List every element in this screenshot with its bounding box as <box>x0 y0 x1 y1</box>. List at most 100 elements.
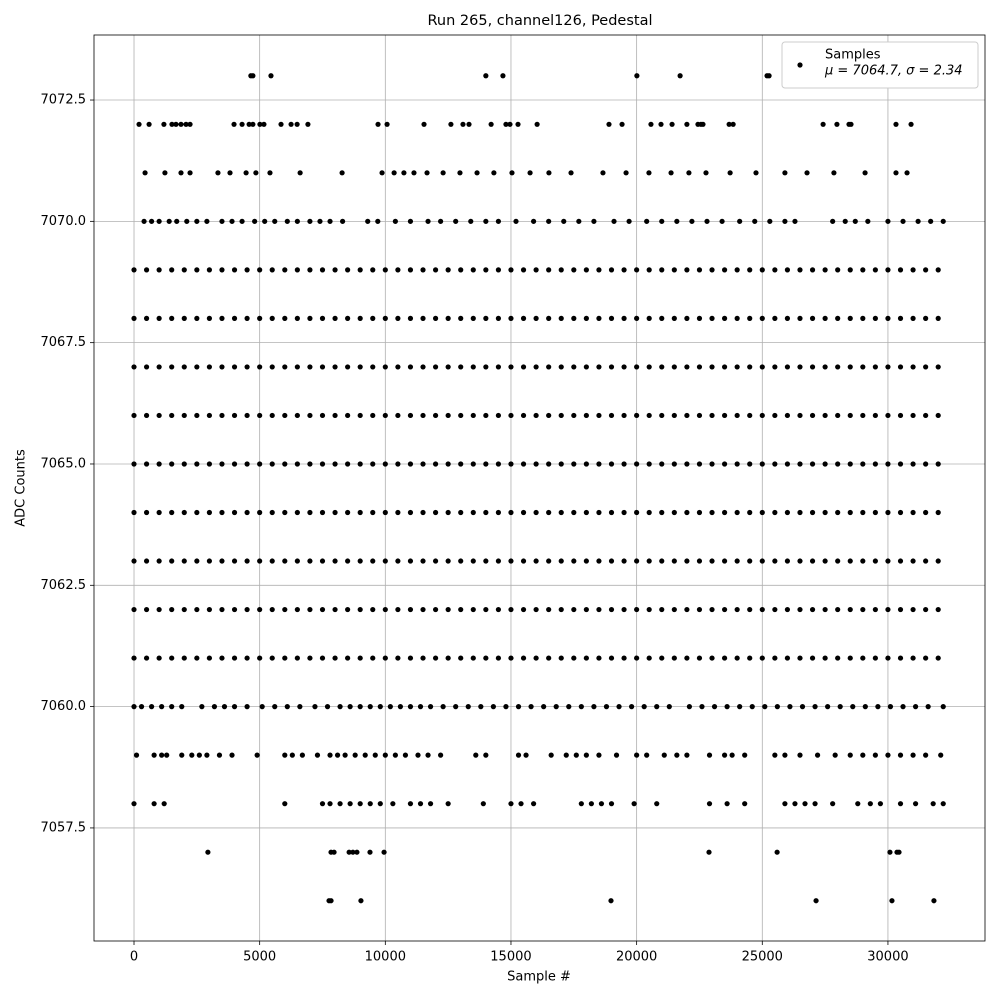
point <box>835 267 841 273</box>
point <box>523 752 529 758</box>
point <box>460 121 466 127</box>
point <box>194 315 200 321</box>
point <box>327 752 333 758</box>
point <box>872 655 878 661</box>
point <box>231 461 238 467</box>
point <box>686 704 693 710</box>
point <box>166 218 172 224</box>
point <box>432 412 439 419</box>
point <box>872 509 878 516</box>
point <box>634 509 640 516</box>
point <box>809 412 816 419</box>
point <box>759 364 765 370</box>
point <box>847 509 853 516</box>
point <box>216 752 223 758</box>
point <box>432 558 439 564</box>
point <box>458 267 464 273</box>
point <box>747 461 753 467</box>
point <box>634 73 640 79</box>
point <box>734 267 740 273</box>
point <box>337 801 343 807</box>
point <box>603 704 610 710</box>
point <box>621 606 627 613</box>
point <box>659 364 665 370</box>
point <box>169 412 175 419</box>
point <box>626 218 632 224</box>
point <box>571 606 577 613</box>
point <box>181 267 187 273</box>
point <box>159 704 165 710</box>
point <box>699 704 705 710</box>
point <box>282 461 288 467</box>
point <box>684 315 690 321</box>
point <box>719 218 725 224</box>
point <box>508 801 514 807</box>
point <box>508 606 514 613</box>
point <box>362 752 368 758</box>
point <box>407 461 414 467</box>
point <box>515 752 522 758</box>
point <box>546 170 552 176</box>
point <box>709 558 715 564</box>
point <box>495 509 502 516</box>
point <box>809 461 816 467</box>
point <box>156 218 162 224</box>
point <box>759 655 765 661</box>
point <box>229 752 235 758</box>
point <box>696 655 703 661</box>
point <box>835 461 841 467</box>
point <box>583 558 589 564</box>
point <box>659 412 665 419</box>
point <box>345 267 351 273</box>
point <box>307 606 313 613</box>
point <box>797 655 803 661</box>
point <box>797 315 803 321</box>
point <box>319 364 326 370</box>
point <box>533 267 539 273</box>
x-tick-label: 20000 <box>616 950 657 965</box>
point <box>893 170 899 176</box>
point <box>646 315 652 321</box>
point <box>513 218 519 224</box>
point <box>149 704 155 710</box>
point <box>397 704 403 710</box>
point <box>737 218 743 224</box>
point <box>862 704 868 710</box>
point <box>382 606 388 613</box>
point <box>299 752 305 758</box>
point <box>578 801 584 807</box>
point <box>774 704 780 710</box>
point <box>897 509 904 516</box>
point <box>432 315 439 321</box>
point <box>784 509 791 516</box>
point <box>772 364 778 370</box>
point <box>478 704 484 710</box>
point <box>174 218 180 224</box>
point <box>834 121 840 127</box>
point <box>382 412 388 419</box>
point <box>395 315 401 321</box>
point <box>282 364 288 370</box>
point <box>488 121 494 127</box>
point <box>257 364 263 370</box>
point <box>278 121 284 127</box>
point <box>558 655 564 661</box>
point <box>179 752 185 758</box>
point <box>621 461 627 467</box>
point <box>709 315 715 321</box>
point <box>923 509 929 516</box>
point <box>357 655 363 661</box>
point <box>887 849 893 855</box>
point <box>458 461 464 467</box>
point <box>872 752 878 758</box>
point <box>508 509 514 516</box>
point <box>483 461 489 467</box>
point <box>734 364 740 370</box>
point <box>143 412 150 419</box>
point <box>357 315 363 321</box>
point <box>885 752 891 758</box>
point <box>520 267 527 273</box>
point <box>596 364 602 370</box>
point <box>206 412 213 419</box>
point <box>912 704 919 710</box>
